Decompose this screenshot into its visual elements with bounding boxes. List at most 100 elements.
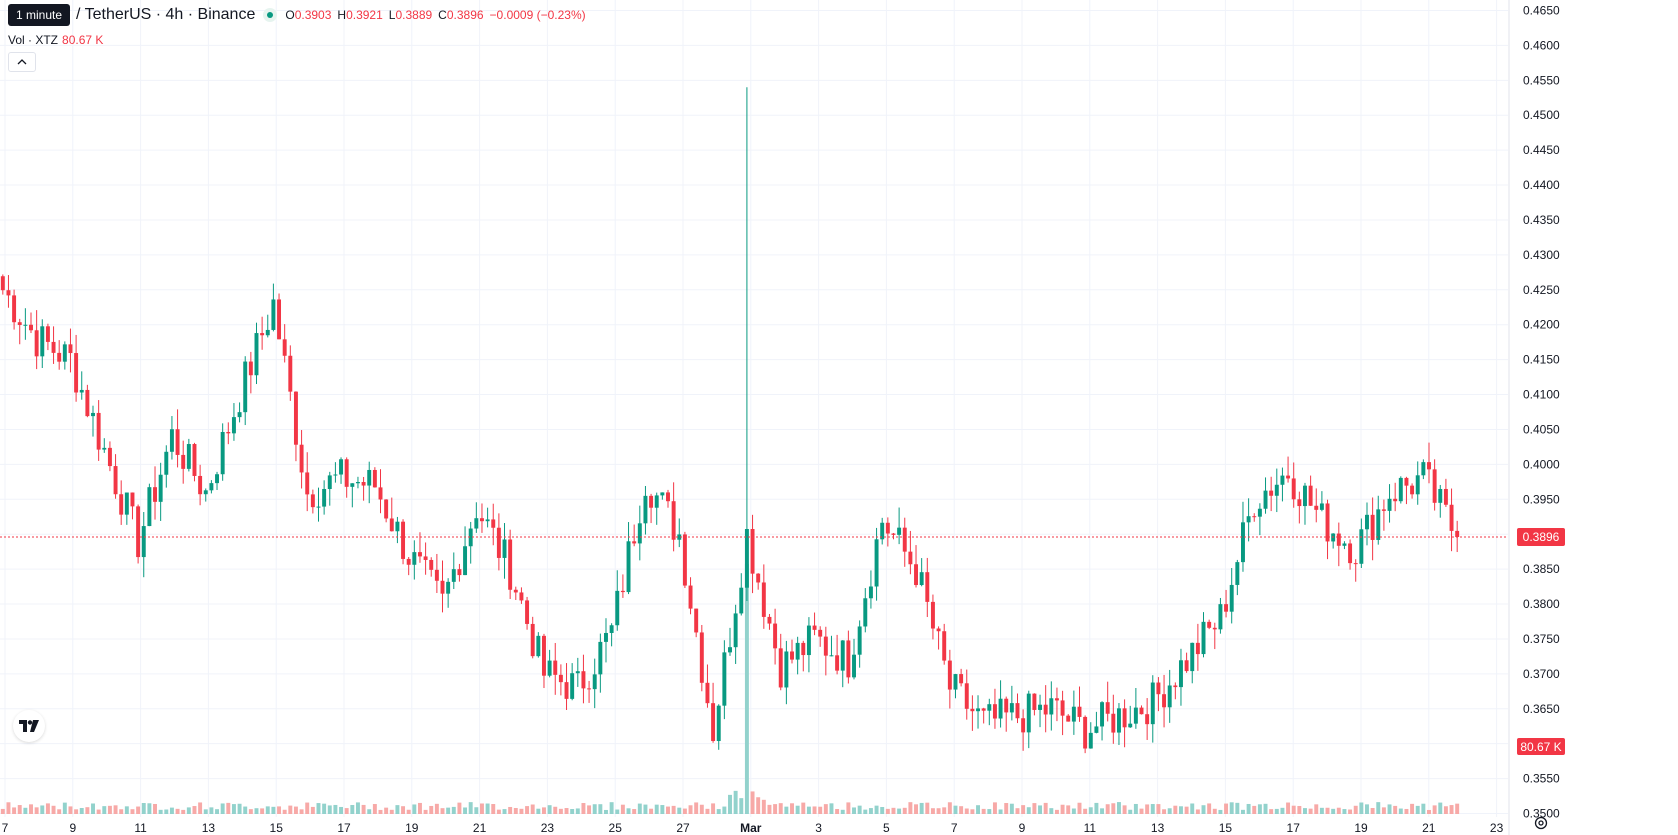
volume-bar [209, 807, 214, 814]
candle-body [158, 474, 163, 502]
volume-bar [598, 804, 603, 814]
volume-bar [271, 806, 276, 814]
volume-bar [316, 803, 321, 814]
volume-bar [102, 806, 107, 814]
volume-bar [705, 808, 710, 814]
candle-body [880, 522, 885, 540]
candle-body [525, 600, 530, 624]
candle-body [1207, 621, 1212, 628]
candle-body [0, 276, 5, 291]
volume-bar [1303, 808, 1307, 814]
candle-body [1004, 698, 1009, 713]
candle-body [564, 682, 569, 699]
volume-bar [164, 809, 169, 814]
candle-body [570, 673, 575, 699]
candle-body [29, 324, 33, 331]
candle-body [395, 521, 400, 532]
tradingview-logo-icon[interactable] [13, 710, 45, 742]
volume-bar [609, 802, 614, 814]
volume-bar [1184, 806, 1189, 814]
candle-body [1083, 716, 1088, 749]
volume-bar [124, 806, 129, 814]
price-tick-label: 0.3850 [1523, 562, 1560, 576]
candle-body [293, 391, 298, 445]
last-price-badge-label: 0.3896 [1523, 530, 1560, 544]
candle-body [806, 625, 811, 656]
volume-bar [107, 805, 112, 814]
volume-bar [626, 808, 631, 814]
candle-body [767, 616, 772, 624]
candle-body [271, 299, 276, 330]
candle-body [1201, 621, 1206, 655]
candle-body [547, 660, 552, 676]
candle-body [587, 688, 592, 690]
volume-bar [412, 804, 417, 814]
volume-bar [930, 808, 935, 814]
candle-body [57, 352, 62, 362]
candle-body [429, 559, 434, 570]
volume-bar [1286, 802, 1291, 814]
gear-icon[interactable] [1530, 812, 1552, 834]
volume-bar [942, 807, 947, 814]
volume-bar [846, 802, 851, 814]
volume-bar [491, 804, 496, 814]
volume-bar [451, 806, 456, 814]
collapse-legend-button[interactable] [8, 52, 36, 72]
candle-body [440, 580, 445, 594]
volume-bar [34, 807, 39, 814]
candle-body [1443, 488, 1448, 505]
volume-bar [1257, 804, 1262, 814]
volume-bar [339, 806, 344, 814]
candle-body [463, 546, 468, 576]
volume-bar [902, 807, 907, 814]
volume-bar [733, 790, 738, 814]
price-tick-label: 0.3950 [1523, 492, 1560, 506]
volume-bar [536, 808, 541, 814]
candle-body [17, 322, 22, 325]
volume-bar [1201, 805, 1206, 814]
candle-body [1427, 462, 1431, 470]
volume-bar [243, 806, 248, 814]
volume-legend[interactable]: Vol · XTZ 80.67 K [8, 33, 103, 47]
candle-body [812, 625, 817, 630]
market-status-icon[interactable] [263, 8, 278, 22]
candle-body [930, 601, 935, 629]
volume-bar [429, 805, 434, 814]
volume-bar [801, 802, 806, 814]
candle-body [992, 704, 997, 719]
symbol-title[interactable]: / TetherUS · 4h · Binance [76, 6, 256, 23]
volume-bar [237, 803, 242, 814]
candle-body [186, 444, 191, 469]
volume-bar [68, 806, 73, 814]
candle-body [220, 431, 225, 475]
time-tick-label: 25 [609, 821, 623, 835]
candle-body [598, 641, 603, 675]
volume-bar [1455, 803, 1460, 814]
volume-bar [581, 803, 586, 814]
volume-bar [282, 809, 287, 814]
time-tick-label: 21 [473, 821, 487, 835]
price-tick-label: 0.4550 [1523, 73, 1560, 87]
candle-body [40, 326, 45, 357]
volume-bar [1212, 808, 1217, 814]
candle-body [1432, 469, 1437, 503]
time-tick-label: 7 [951, 821, 958, 835]
time-tick-label: 7 [2, 821, 9, 835]
volume-bar [1021, 805, 1026, 814]
volume-bar [367, 809, 372, 814]
volume-bar [1116, 802, 1121, 814]
time-tick-label: 13 [202, 821, 216, 835]
candle-body [384, 499, 389, 519]
volume-bar [1342, 809, 1347, 814]
candle-body [790, 651, 794, 660]
candle-body [688, 585, 693, 609]
volume-bar [1427, 809, 1431, 814]
candle-body [367, 469, 372, 486]
candle-body [277, 299, 282, 340]
volume-bar [1370, 808, 1375, 814]
volume-bar [1331, 808, 1336, 814]
candle-body [1274, 484, 1279, 496]
volume-bar [1122, 805, 1127, 814]
candle-body [1241, 522, 1245, 563]
